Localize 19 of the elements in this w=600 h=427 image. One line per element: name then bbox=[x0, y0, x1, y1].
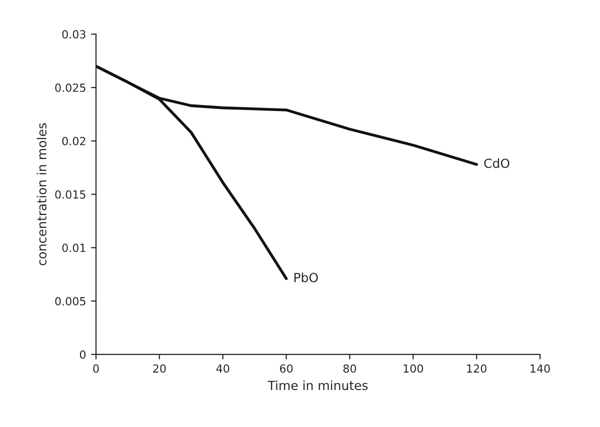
y-tick-label: 0.01 bbox=[62, 244, 86, 252]
y-tick-label: 0.025 bbox=[55, 84, 86, 92]
y-tick-label: 0 bbox=[80, 350, 86, 359]
y-axis-title: concentration in moles bbox=[36, 123, 46, 266]
x-tick-label: 20 bbox=[153, 364, 166, 373]
y-tick-label: 0.005 bbox=[55, 297, 86, 306]
y-tick-label: 0.02 bbox=[62, 136, 86, 146]
x-tick-label: 80 bbox=[343, 364, 356, 373]
x-tick-label: 40 bbox=[216, 364, 230, 373]
x-tick-label: 0 bbox=[93, 364, 99, 373]
series-label: CdO bbox=[484, 158, 510, 168]
x-tick-label: 100 bbox=[404, 364, 424, 373]
x-tick-label: 60 bbox=[280, 364, 293, 373]
series-label: PbO bbox=[294, 272, 318, 282]
y-tick-label: 0.03 bbox=[62, 30, 86, 39]
x-tick-label: 140 bbox=[530, 364, 550, 373]
x-tick-label: 120 bbox=[467, 364, 486, 373]
x-axis-title: Time in minutes bbox=[268, 380, 368, 390]
y-tick-label: 0.015 bbox=[55, 190, 86, 199]
